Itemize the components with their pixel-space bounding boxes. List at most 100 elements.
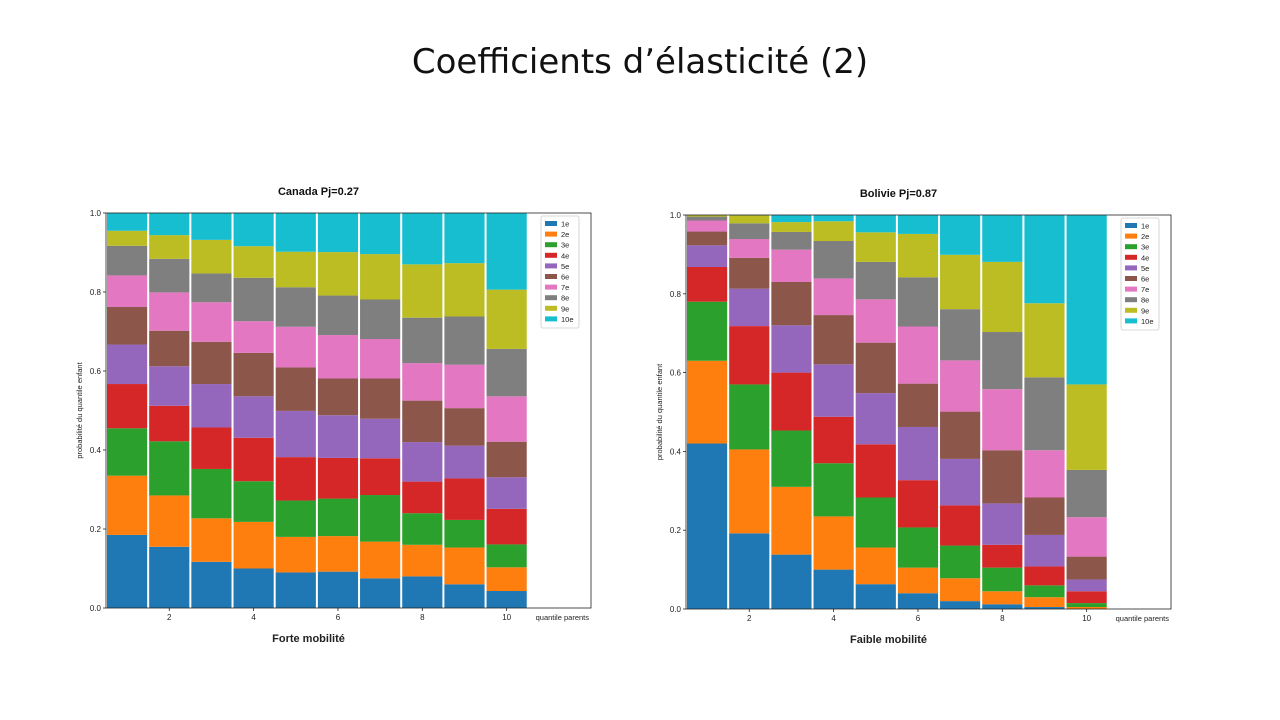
y-tick-label: 0.8 [90, 288, 102, 297]
bar-10e-q9 [1024, 215, 1065, 304]
bar-6e-q4 [233, 352, 274, 397]
bar-6e-q3 [771, 281, 812, 326]
bar-9e-q10 [486, 289, 527, 349]
bar-2e-q2 [729, 449, 770, 534]
bar-7e-q2 [149, 292, 190, 331]
bar-1e-q2 [729, 533, 770, 609]
bar-2e-q9 [1024, 597, 1065, 608]
bar-9e-q5 [855, 232, 896, 262]
bar-4e-q6 [317, 457, 359, 499]
bar-8e-q10 [1066, 469, 1107, 518]
bar-8e-q3 [191, 273, 232, 303]
bar-2e-q2 [149, 495, 190, 547]
bar-7e-q4 [233, 321, 274, 353]
bar-7e-q7 [940, 360, 981, 412]
x-tick-label: 2 [747, 614, 752, 623]
chart-title: Bolivie Pj=0.87 [860, 188, 937, 200]
bar-10e-q8 [982, 215, 1023, 262]
x-tick-label: 6 [916, 614, 921, 623]
bar-2e-q8 [402, 544, 443, 577]
slide-title: Coefficients d’élasticité (2) [411, 42, 869, 82]
bar-6e-q5 [855, 342, 896, 394]
bar-1e-q9 [1024, 607, 1065, 609]
bar-4e-q7 [940, 505, 981, 546]
bar-7e-q7 [360, 339, 401, 379]
bar-4e-q1 [107, 384, 148, 429]
bar-7e-q6 [317, 335, 359, 379]
legend-label-10e: 10e [1141, 317, 1154, 326]
bar-7e-q1 [107, 275, 148, 308]
bar-3e-q2 [149, 441, 190, 496]
bar-10e-q9 [444, 213, 485, 264]
bar-7e-q10 [1066, 517, 1107, 557]
y-tick-label: 1.0 [670, 211, 682, 220]
legend-label-8e: 8e [1141, 296, 1149, 305]
y-tick-label: 0.8 [670, 290, 682, 299]
bar-1e-q3 [771, 554, 812, 609]
bar-10e-q7 [940, 215, 981, 255]
bar-3e-q1 [107, 428, 148, 476]
legend-label-7e: 7e [1141, 285, 1149, 294]
bolivie-chart: Bolivie Pj=0.87 0.0 0.2 0.4 0.6 0.8 1.0 2 4 6 8 10 q… [655, 188, 1172, 646]
bar-7e-q9 [1024, 450, 1065, 498]
bar-4e-q10 [486, 508, 527, 545]
y-tick-label: 1.0 [90, 209, 102, 218]
y-tick-label: 0.0 [90, 604, 102, 613]
bar-6e-q9 [1024, 497, 1065, 535]
y-axis-label: probabilité du quantile enfant [655, 363, 664, 460]
bar-2e-q1 [107, 475, 148, 535]
bar-1e-q3 [191, 561, 232, 608]
bar-8e-q5 [855, 261, 896, 300]
bar-6e-q8 [402, 400, 443, 443]
x-tick-label: 8 [1000, 614, 1005, 623]
bar-4e-q2 [729, 326, 770, 385]
bar-5e-q5 [275, 410, 316, 458]
legend-label-9e: 9e [1141, 306, 1149, 315]
bar-8e-q10 [486, 348, 527, 397]
bar-4e-q5 [275, 457, 316, 501]
bar-2e-q5 [855, 547, 896, 585]
bar-3e-q3 [191, 468, 232, 519]
bar-8e-q8 [402, 317, 443, 364]
legend-label-2e: 2e [1141, 232, 1149, 241]
bar-8e-q1 [107, 245, 148, 276]
bar-2e-q4 [813, 516, 854, 570]
bar-2e-q10 [486, 567, 527, 592]
bar-8e-q4 [813, 241, 854, 279]
legend-label-7e: 7e [561, 283, 569, 292]
bar-3e-q6 [897, 527, 939, 568]
x-tick-label: 10 [502, 613, 511, 622]
bar-6e-q10 [1066, 556, 1107, 580]
bar-5e-q1 [687, 245, 728, 268]
x-axis-label: quantile parents [536, 613, 590, 622]
bar-10e-q1 [107, 213, 148, 231]
bar-10e-q3 [191, 213, 232, 240]
bar-10e-q4 [813, 215, 854, 222]
bar-5e-q6 [317, 415, 359, 458]
bar-3e-q2 [729, 384, 770, 450]
bar-1e-q6 [317, 571, 359, 608]
bar-1e-q8 [402, 576, 443, 608]
legend-label-8e: 8e [561, 294, 569, 303]
bar-8e-q5 [275, 287, 316, 327]
bar-9e-q9 [444, 263, 485, 317]
bar-4e-q2 [149, 405, 190, 442]
bar-1e-q7 [940, 601, 981, 609]
y-tick-label: 0.2 [90, 525, 102, 534]
bar-8e-q7 [360, 299, 401, 340]
bar-6e-q10 [486, 441, 527, 478]
legend-label-4e: 4e [1141, 253, 1149, 262]
legend-label-3e: 3e [561, 241, 569, 250]
bar-3e-q5 [855, 497, 896, 548]
bar-10e-q6 [897, 215, 939, 234]
bar-10e-q8 [402, 213, 443, 265]
legend-swatch-6e [545, 274, 557, 279]
bar-10e-q10 [1066, 215, 1107, 385]
bar-9e-q3 [191, 239, 232, 274]
bar-9e-q7 [940, 254, 981, 310]
bar-8e-q4 [233, 277, 274, 322]
bar-3e-q8 [402, 513, 443, 545]
bar-10e-q4 [233, 213, 274, 247]
bar-6e-q9 [444, 408, 485, 446]
legend-label-9e: 9e [561, 304, 569, 313]
